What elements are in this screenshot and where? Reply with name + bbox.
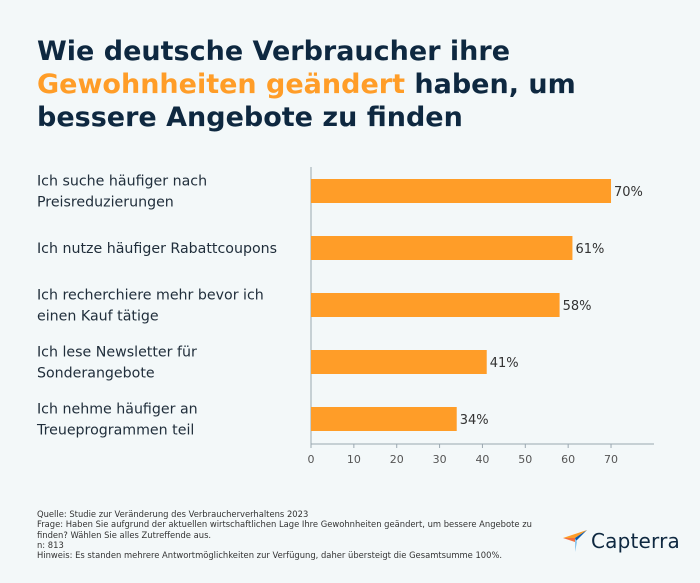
category-label: Ich suche häufiger nach <box>37 174 207 190</box>
bar-value-label: 41% <box>490 356 519 371</box>
bar-value-label: 34% <box>460 413 489 428</box>
bar <box>311 350 487 374</box>
capterra-logo: Capterra <box>563 529 680 553</box>
footer-question-line-1: Frage: Haben Sie aufgrund der aktuellen … <box>37 519 532 530</box>
capterra-arrow-icon <box>563 530 587 552</box>
bar <box>311 236 573 260</box>
capterra-logo-text: Capterra <box>591 529 681 553</box>
footer-source: Quelle: Studie zur Veränderung des Verbr… <box>37 509 309 519</box>
category-label: Sonderangebote <box>37 366 155 382</box>
x-tick-label: 60 <box>561 453 575 466</box>
x-tick-label: 0 <box>308 453 315 466</box>
category-label: Ich nehme häufiger an <box>37 402 198 418</box>
x-tick-label: 20 <box>390 453 404 466</box>
x-tick-label: 40 <box>475 453 489 466</box>
footer-question-line-2: finden? Wählen Sie alles Zutreffende aus… <box>37 529 212 540</box>
title-highlight: Gewohnheiten geändert <box>37 69 405 100</box>
bar <box>311 293 560 317</box>
category-label: Ich lese Newsletter für <box>37 345 197 361</box>
category-label: Ich recherchiere mehr bevor ich <box>37 288 264 304</box>
category-label: Preisreduzierungen <box>37 195 174 211</box>
category-label: Ich nutze häufiger Rabattcoupons <box>37 241 277 257</box>
category-label: Treueprogrammen teil <box>36 423 194 439</box>
bar-value-label: 58% <box>563 299 592 314</box>
footer-note: Hinweis: Es standen mehrere Antwortmögli… <box>37 550 503 561</box>
x-tick-label: 30 <box>433 453 447 466</box>
bar <box>311 407 457 431</box>
x-tick-label: 10 <box>347 453 361 466</box>
footer-sample-size: n: 813 <box>37 539 64 550</box>
title-part-1: Wie deutsche Verbraucher ihre <box>37 36 511 67</box>
bar <box>311 179 612 203</box>
chart-title: Wie deutsche Verbraucher ihre Gewohnheite… <box>37 35 677 134</box>
category-label: einen Kauf tätige <box>37 309 159 325</box>
bar-value-label: 70% <box>614 185 643 200</box>
bar-value-label: 61% <box>575 242 604 257</box>
x-tick-label: 70 <box>604 453 618 466</box>
title-part-2: haben, um bessere Angebote zu finden <box>37 69 576 133</box>
x-tick-label: 50 <box>518 453 532 466</box>
chart-footer: Quelle: Studie zur Veränderung des Verbr… <box>37 509 577 560</box>
